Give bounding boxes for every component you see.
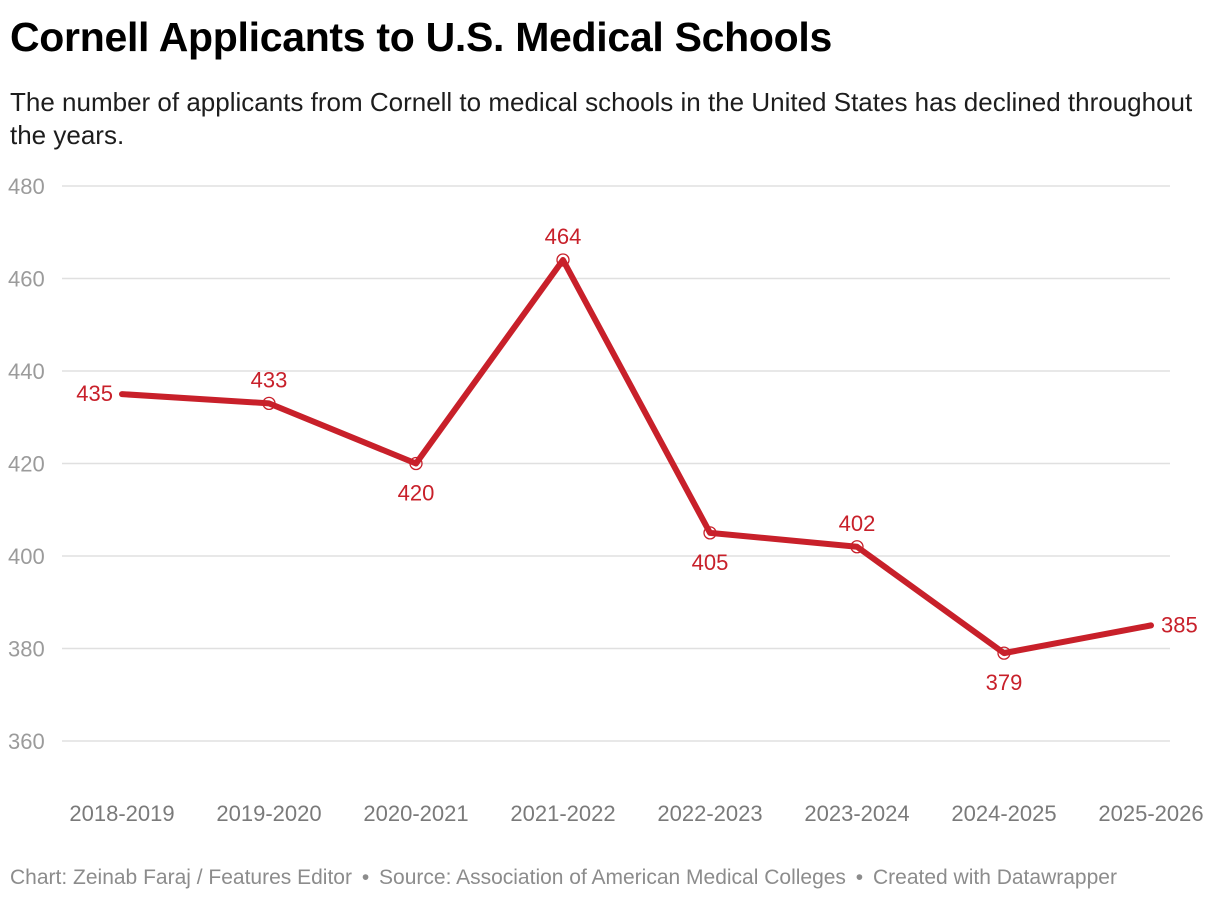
line-chart: 480 460 440 420 400 380 360 2018-2019 2019-2020…	[8, 174, 1204, 826]
y-tick-label: 420	[8, 452, 45, 477]
chart-footer: Chart: Zeinab Faraj / Features Editor • …	[10, 866, 1117, 890]
data-label: 435	[76, 381, 113, 406]
data-point-marker	[850, 540, 864, 554]
data-point-marker	[703, 526, 717, 540]
data-label: 379	[986, 670, 1023, 695]
data-point-marker	[556, 253, 570, 267]
data-point-marker	[409, 456, 423, 471]
data-point-marker	[262, 396, 276, 411]
x-axis-ticks: 2018-2019 2019-2020 2020-2021 2021-2022 2022…	[69, 801, 1203, 826]
y-tick-label: 440	[8, 359, 45, 384]
data-label: 433	[251, 367, 288, 392]
x-tick-label: 2018-2019	[69, 801, 174, 826]
y-tick-label: 360	[8, 729, 45, 754]
x-tick-label: 2023-2024	[804, 801, 909, 826]
source-credit: Source: Association of American Medical …	[379, 866, 846, 889]
data-point-marker	[997, 646, 1011, 660]
y-axis-ticks: 480 460 440 420 400 380 360	[8, 174, 45, 754]
y-tick-label: 380	[8, 637, 45, 662]
footer-separator: •	[361, 866, 370, 889]
footer-separator: •	[855, 866, 864, 889]
x-tick-label: 2025-2026	[1098, 801, 1203, 826]
x-tick-label: 2020-2021	[363, 801, 468, 826]
y-tick-label: 460	[8, 267, 45, 292]
series-line	[119, 257, 1154, 657]
chart-credit: Chart: Zeinab Faraj / Features Editor	[10, 866, 352, 889]
x-tick-label: 2021-2022	[510, 801, 615, 826]
series-line-group	[119, 257, 1154, 657]
data-label: 385	[1161, 612, 1198, 637]
gridlines	[62, 185, 1170, 742]
y-tick-label: 400	[8, 544, 45, 569]
data-label: 420	[398, 481, 435, 506]
data-label: 464	[545, 224, 582, 249]
x-tick-label: 2024-2025	[951, 801, 1056, 826]
data-label: 405	[692, 550, 729, 575]
data-labels: 435 433 420 464 405 402 379 385	[76, 224, 1197, 695]
chart-subtitle: The number of applicants from Cornell to…	[10, 87, 1193, 150]
x-tick-label: 2019-2020	[216, 801, 321, 826]
y-tick-label: 480	[8, 174, 45, 199]
x-tick-label: 2022-2023	[657, 801, 762, 826]
datawrapper-credit: Created with Datawrapper	[872, 866, 1117, 889]
chart-title: Cornell Applicants to U.S. Medical Schoo…	[10, 14, 832, 60]
data-label: 402	[839, 511, 876, 536]
data-points	[262, 253, 1011, 660]
